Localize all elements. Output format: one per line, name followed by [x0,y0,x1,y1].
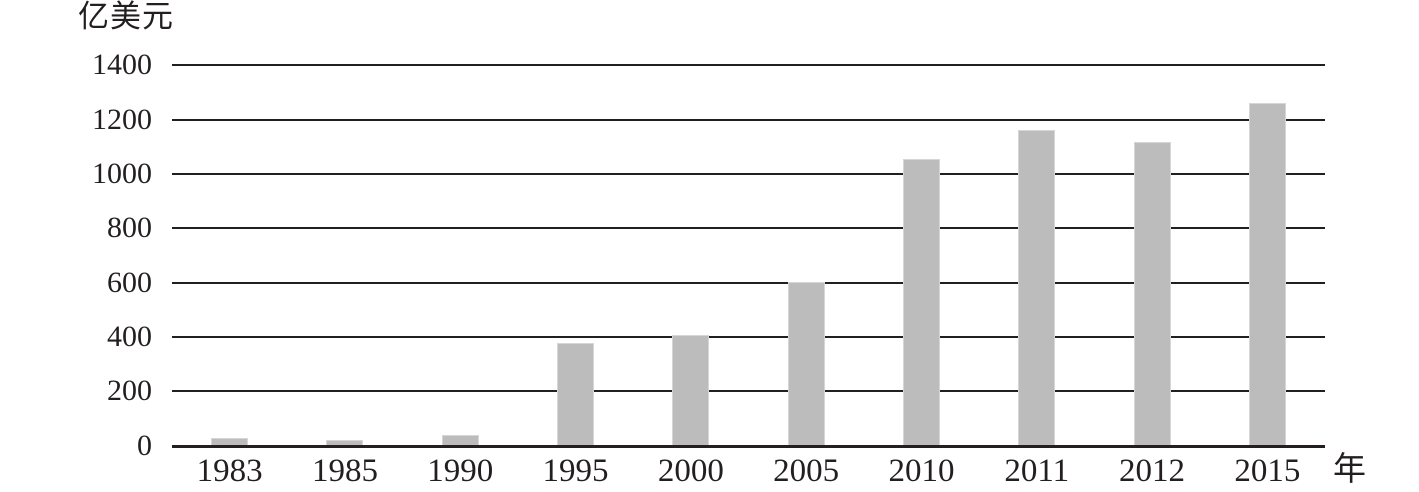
y-tick-label: 0 [137,428,152,462]
gridline [172,118,1325,121]
y-axis-unit-label: 亿美元 [78,0,174,34]
x-axis-unit-label: 年 [1333,452,1366,488]
x-tick-label: 1983 [196,453,263,489]
y-tick-label: 1200 [92,102,152,136]
x-tick-label: 2000 [657,453,724,489]
y-tick-label: 800 [107,211,152,245]
x-tick-label: 2005 [773,453,840,489]
x-tick-label: 1995 [542,453,609,489]
x-tick-label: 1990 [427,453,494,489]
bar [326,439,364,445]
y-tick-label: 200 [107,374,152,408]
y-tick-label: 600 [107,265,152,299]
bar [1133,142,1171,445]
y-tick-label: 400 [107,319,152,353]
bar [211,438,249,445]
gridline [172,335,1325,338]
gridline [172,173,1325,175]
gridline [172,64,1325,67]
x-tick-label: 2011 [1004,453,1070,489]
x-axis-line [172,445,1325,448]
bar [787,282,825,445]
gridline [172,281,1325,284]
x-tick-label: 2010 [888,453,955,489]
bar [1018,130,1056,445]
bar [672,335,710,445]
y-tick-label: 1400 [92,48,152,82]
x-tick-label: 2012 [1119,453,1186,489]
gridline [172,227,1325,230]
bar [902,158,940,445]
gridline [172,390,1325,393]
x-tick-label: 1985 [311,453,378,489]
x-tick-label: 2015 [1234,453,1301,489]
bar [557,343,595,445]
bar [1248,102,1286,445]
bar [441,435,479,445]
y-tick-label: 1000 [92,157,152,190]
